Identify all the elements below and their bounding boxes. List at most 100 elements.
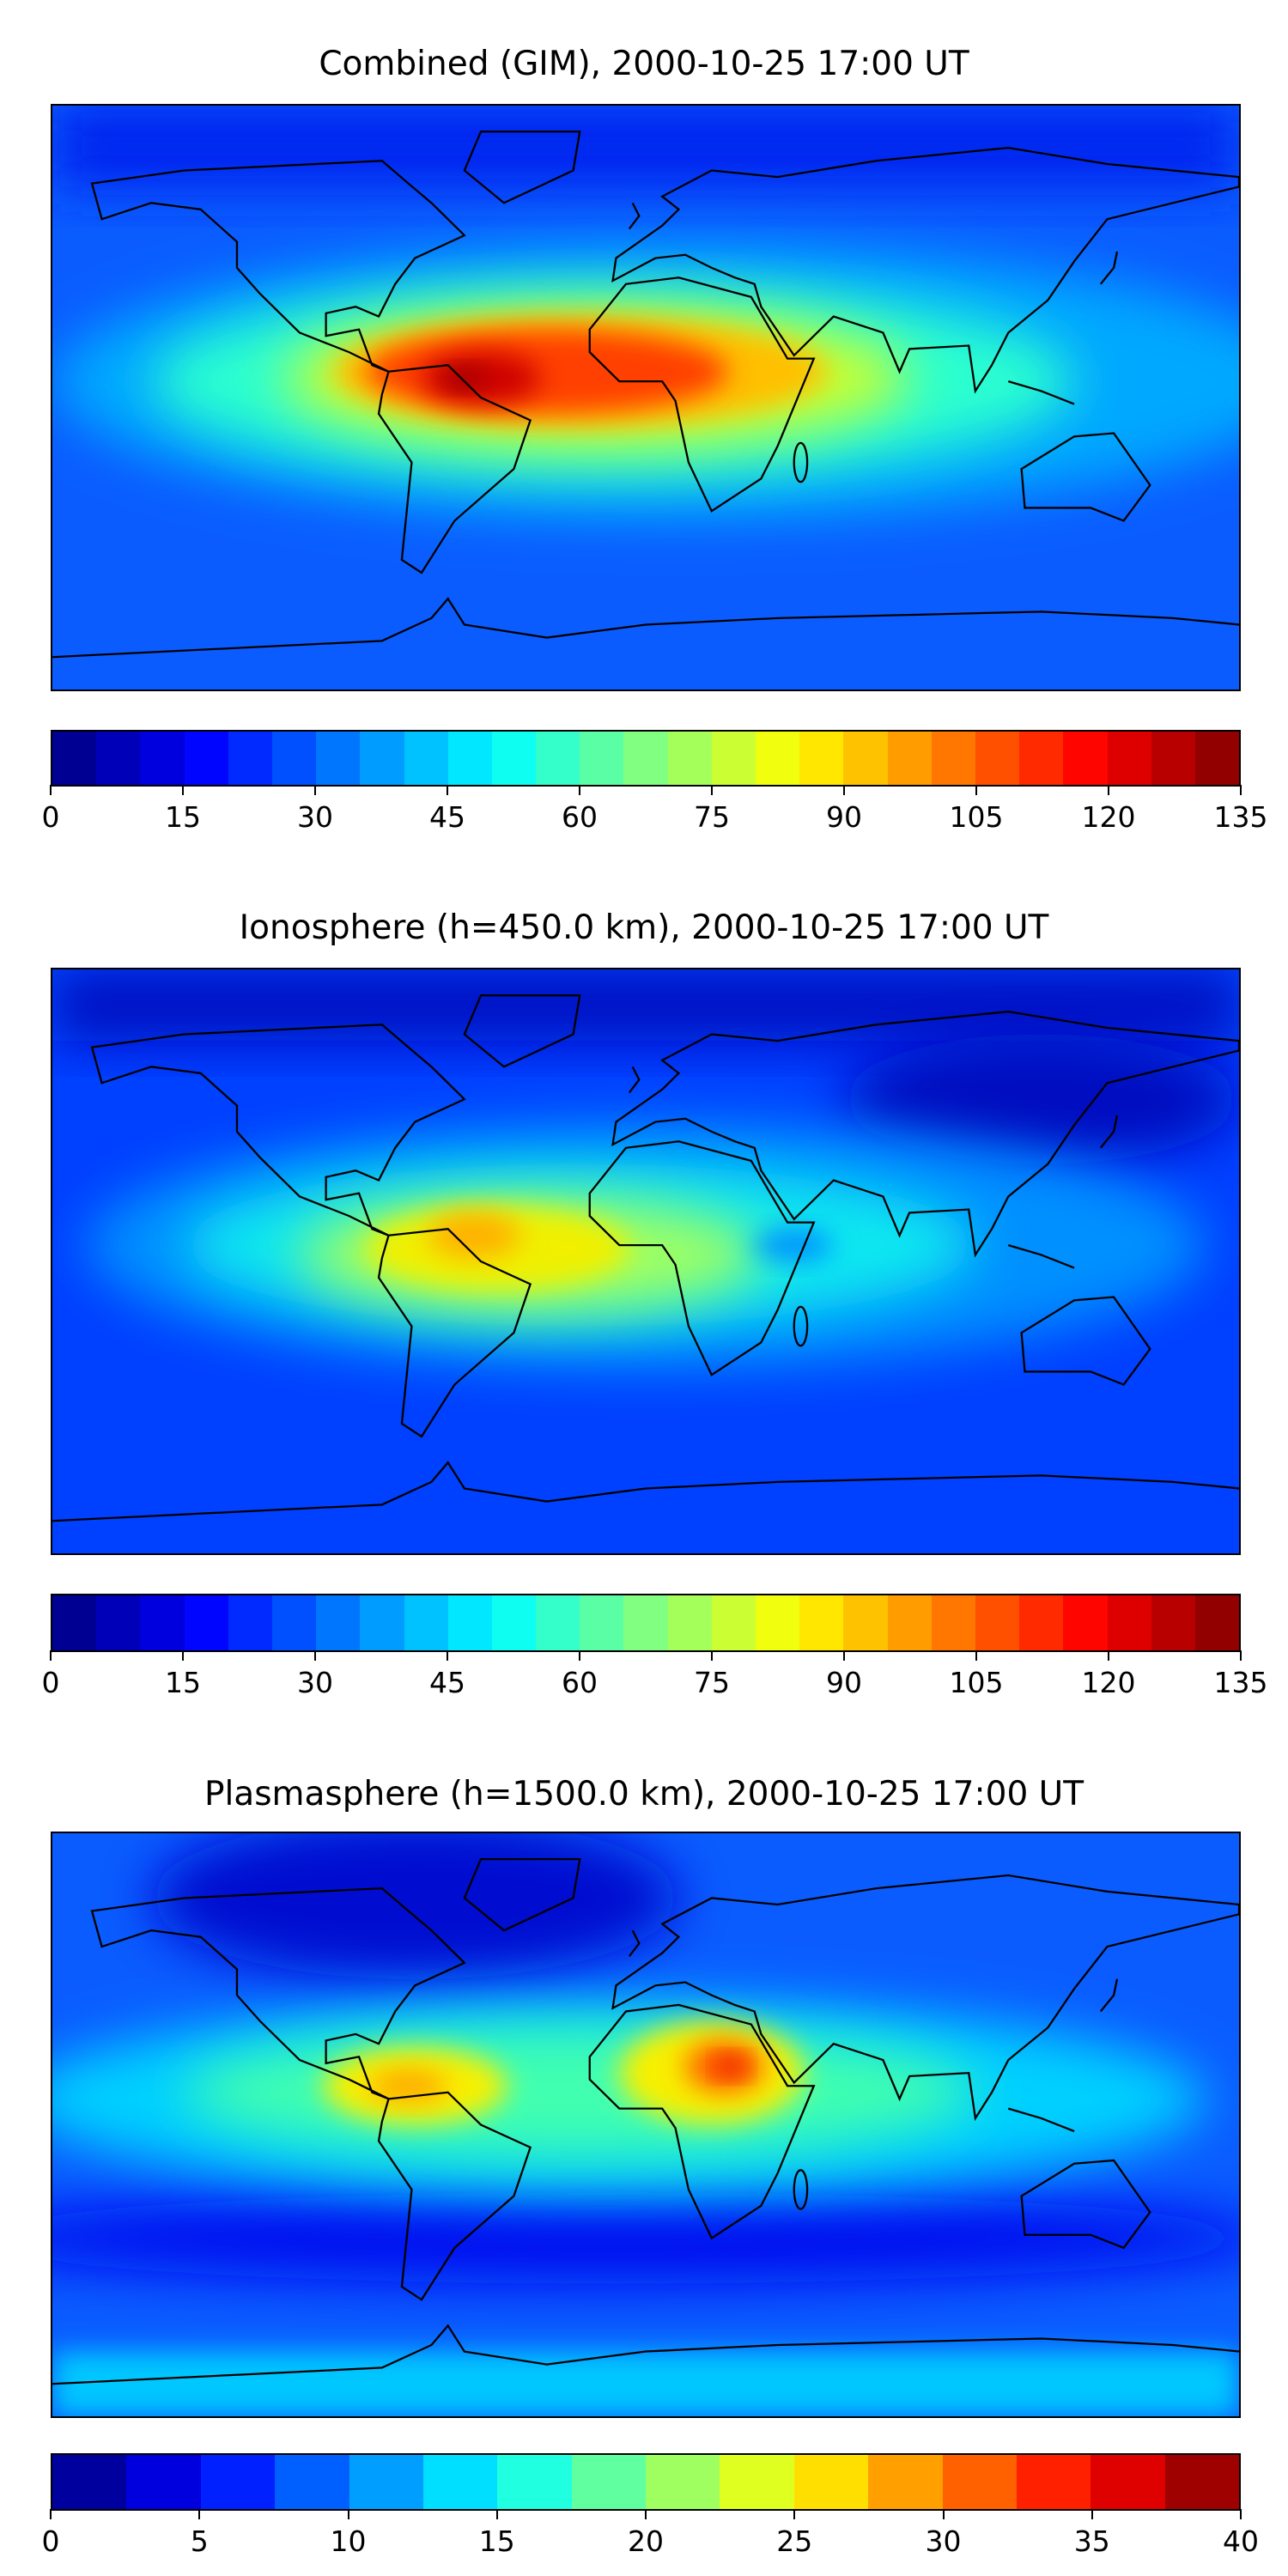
colorbar-tick-label: 30 <box>296 1666 333 1699</box>
colorbar-tick <box>793 2509 796 2519</box>
panel-3-map <box>51 1832 1241 2418</box>
colorbar-level <box>1019 1595 1064 1650</box>
colorbar-tick <box>578 1650 580 1661</box>
colorbar-level <box>571 2455 646 2509</box>
colorbar-level <box>623 732 668 785</box>
colorbar-level <box>96 1595 141 1650</box>
colorbar-level <box>404 732 448 785</box>
colorbar-level <box>975 732 1020 785</box>
colorbar-tick <box>711 1650 713 1661</box>
colorbar-tick-label: 10 <box>330 2524 367 2558</box>
colorbar-tick-label: 25 <box>776 2524 813 2558</box>
tec-field <box>52 969 1239 1553</box>
colorbar-tick-label: 15 <box>164 1666 201 1699</box>
colorbar-level <box>316 1595 361 1650</box>
colorbar-tick-label: 35 <box>1073 2524 1110 2558</box>
colorbar-tick-label: 90 <box>826 1666 862 1699</box>
colorbar-tick-label: 30 <box>296 800 333 834</box>
colorbar-level <box>975 1595 1020 1650</box>
colorbar-tick <box>198 2509 201 2519</box>
colorbar-tick <box>313 1650 316 1661</box>
colorbar-level <box>931 732 975 785</box>
colorbar-tick-label: 45 <box>429 1666 465 1699</box>
colorbar-tick-label: 90 <box>826 800 862 834</box>
tec-field <box>52 106 1239 690</box>
colorbar-level <box>447 732 492 785</box>
colorbar-level <box>623 1595 668 1650</box>
colorbar-level <box>843 732 888 785</box>
colorbar-level <box>360 732 404 785</box>
colorbar-level <box>184 1595 228 1650</box>
colorbar-level <box>887 1595 932 1650</box>
colorbar-tick <box>645 2509 647 2519</box>
colorbar-tick-label: 15 <box>478 2524 515 2558</box>
colorbar-tick-label: 60 <box>561 1666 598 1699</box>
colorbar-level <box>1063 732 1108 785</box>
colorbar-level <box>799 732 844 785</box>
panel-2-map <box>51 968 1241 1555</box>
colorbar-level <box>1151 732 1195 785</box>
colorbar-tick <box>347 2509 349 2519</box>
colorbar-level <box>1016 2455 1091 2509</box>
colorbar-level <box>228 732 272 785</box>
colorbar-level <box>404 1595 448 1650</box>
colorbar-tick <box>181 785 184 795</box>
colorbar-level <box>1091 2455 1165 2509</box>
colorbar-tick <box>1240 785 1242 795</box>
colorbar-tick-label: 20 <box>628 2524 664 2558</box>
colorbar-tick <box>50 785 52 795</box>
colorbar-tick-label: 75 <box>694 800 730 834</box>
colorbar-level <box>126 2455 201 2509</box>
colorbar-level <box>1194 1595 1240 1650</box>
colorbar-tick-label: 135 <box>1213 800 1268 834</box>
colorbar-tick <box>842 1650 845 1661</box>
panel-1-colorbar-ticks: 0 15 30 45 60 75 90 105 120 135 <box>42 785 1268 836</box>
colorbar-tick <box>975 1650 977 1661</box>
colorbar-level <box>52 2455 127 2509</box>
colorbar-level <box>1063 1595 1108 1650</box>
colorbar-level <box>646 2455 720 2509</box>
colorbar-level <box>536 732 580 785</box>
colorbar-level <box>793 2455 869 2509</box>
colorbar-level <box>360 1595 404 1650</box>
colorbar-tick <box>578 785 580 795</box>
colorbar-tick <box>711 785 713 795</box>
colorbar-level <box>184 732 228 785</box>
colorbar-level <box>843 1595 888 1650</box>
colorbar-level <box>667 1595 712 1650</box>
colorbar-level <box>720 2455 794 2509</box>
colorbar-tick <box>1091 2509 1093 2519</box>
colorbar-level <box>667 732 712 785</box>
colorbar-level <box>887 732 932 785</box>
colorbar-level <box>200 2455 276 2509</box>
colorbar-tick-label: 45 <box>429 800 465 834</box>
colorbar-level <box>271 1595 317 1650</box>
colorbar-tick-label: 120 <box>1081 800 1136 834</box>
colorbar-tick <box>446 1650 448 1661</box>
colorbar-level <box>942 2455 1017 2509</box>
colorbar-tick <box>313 785 316 795</box>
colorbar-tick-label: 105 <box>949 1666 1004 1699</box>
colorbar-tick <box>446 785 448 795</box>
colorbar-tick-label: 60 <box>561 800 598 834</box>
colorbar-tick-label: 75 <box>694 1666 730 1699</box>
colorbar-level <box>52 1595 97 1650</box>
colorbar-level <box>1164 2455 1239 2509</box>
colorbar-level <box>447 1595 492 1650</box>
colorbar-level <box>422 2455 498 2509</box>
colorbar-tick <box>842 785 845 795</box>
colorbar-tick-label: 0 <box>41 2524 60 2558</box>
colorbar-tick <box>975 785 977 795</box>
colorbar-level <box>140 732 185 785</box>
panel-1-map <box>51 104 1241 691</box>
colorbar-tick <box>50 2509 52 2519</box>
colorbar-level <box>536 1595 580 1650</box>
colorbar-level <box>1107 1595 1151 1650</box>
colorbar-tick <box>1240 2509 1242 2519</box>
colorbar-tick <box>1107 1650 1109 1661</box>
colorbar-level <box>275 2455 349 2509</box>
plasmasphere-field <box>52 1833 1239 2416</box>
colorbar-tick-label: 15 <box>164 800 201 834</box>
colorbar-tick-label: 120 <box>1081 1666 1136 1699</box>
colorbar-tick <box>942 2509 945 2519</box>
